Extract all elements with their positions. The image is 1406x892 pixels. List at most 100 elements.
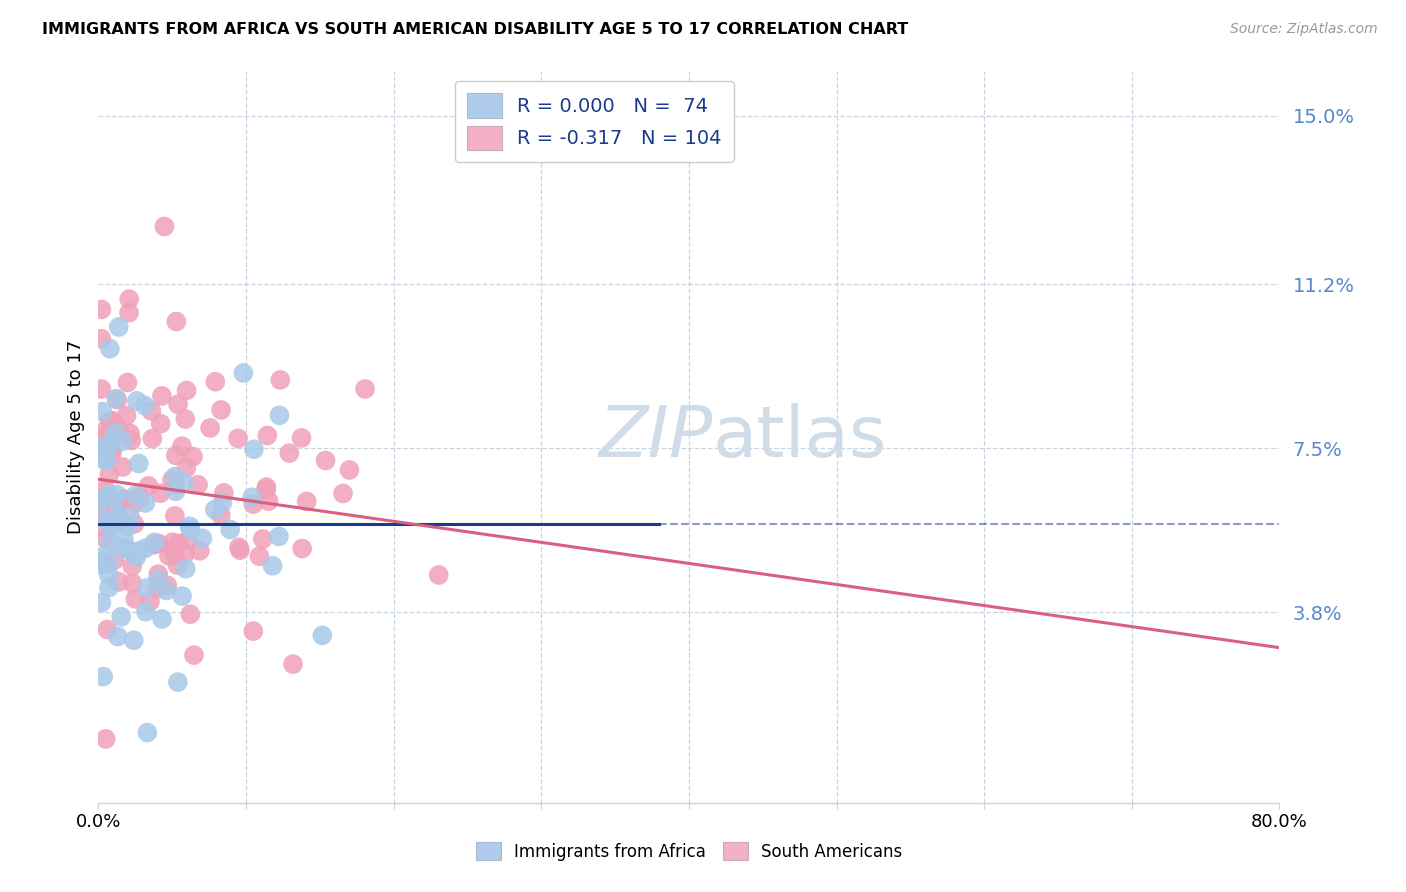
Point <box>90 558 112 572</box>
Point <box>174 562 197 576</box>
Point <box>108 421 131 435</box>
Point <box>90 492 112 507</box>
Point <box>269 409 291 423</box>
Point <box>146 582 169 596</box>
Point <box>90 332 112 346</box>
Point <box>121 559 143 574</box>
Point <box>212 486 235 500</box>
Point <box>295 494 318 508</box>
Point <box>94 731 117 746</box>
Point <box>183 648 205 662</box>
Point <box>256 428 278 442</box>
Point <box>105 508 128 523</box>
Point <box>163 478 186 492</box>
Point <box>100 436 122 450</box>
Point <box>291 541 314 556</box>
Point <box>90 302 112 317</box>
Point <box>354 382 377 396</box>
Point <box>118 306 141 320</box>
Point <box>115 409 138 423</box>
Point <box>118 509 141 524</box>
Point <box>96 439 118 453</box>
Point <box>180 522 202 536</box>
Point <box>149 486 172 500</box>
Point <box>211 496 233 510</box>
Point <box>90 451 112 466</box>
Point <box>90 520 112 534</box>
Point <box>90 443 112 458</box>
Point <box>226 431 249 445</box>
Point <box>90 432 112 446</box>
Point <box>91 670 114 684</box>
Point <box>98 467 121 482</box>
Point <box>254 480 277 494</box>
Point <box>125 393 148 408</box>
Point <box>269 373 291 387</box>
Point <box>181 450 204 464</box>
Point <box>167 536 190 550</box>
Point <box>124 516 146 531</box>
Point <box>179 607 201 622</box>
Point <box>209 508 232 522</box>
Point <box>191 532 214 546</box>
Point <box>111 434 134 449</box>
Point <box>101 446 124 460</box>
Point <box>134 399 156 413</box>
Point <box>98 414 121 428</box>
Point <box>120 426 142 441</box>
Point <box>243 442 266 457</box>
Point <box>100 442 122 456</box>
Point <box>118 292 141 306</box>
Point <box>111 541 134 555</box>
Point <box>107 630 129 644</box>
Point <box>135 541 157 556</box>
Point <box>254 483 277 497</box>
Point <box>242 497 264 511</box>
Point <box>252 532 274 546</box>
Point <box>427 568 450 582</box>
Point <box>157 549 180 563</box>
Point <box>110 513 132 527</box>
Point <box>311 628 333 642</box>
Point <box>204 375 226 389</box>
Point <box>160 473 183 487</box>
Point <box>124 496 146 510</box>
Point <box>165 484 187 499</box>
Point <box>143 538 166 552</box>
Point <box>96 511 118 525</box>
Point <box>167 397 190 411</box>
Text: Source: ZipAtlas.com: Source: ZipAtlas.com <box>1230 22 1378 37</box>
Point <box>174 412 197 426</box>
Point <box>172 589 194 603</box>
Point <box>177 533 200 547</box>
Point <box>90 500 112 514</box>
Point <box>176 461 198 475</box>
Point <box>257 494 280 508</box>
Point <box>150 389 173 403</box>
Point <box>204 502 226 516</box>
Point <box>110 496 132 510</box>
Point <box>96 623 118 637</box>
Point <box>332 486 354 500</box>
Point <box>135 605 157 619</box>
Point <box>90 382 112 396</box>
Point <box>90 555 112 569</box>
Point <box>110 609 132 624</box>
Point <box>146 573 169 587</box>
Point <box>125 488 148 502</box>
Point <box>94 483 117 497</box>
Point <box>117 542 139 557</box>
Point <box>163 508 186 523</box>
Point <box>90 512 112 526</box>
Point <box>97 488 120 502</box>
Point <box>315 453 337 467</box>
Point <box>134 496 156 510</box>
Point <box>90 596 112 610</box>
Point <box>117 376 139 390</box>
Point <box>120 434 142 448</box>
Point <box>165 449 187 463</box>
Point <box>141 404 163 418</box>
Point <box>128 457 150 471</box>
Point <box>105 423 128 437</box>
Point <box>136 725 159 739</box>
